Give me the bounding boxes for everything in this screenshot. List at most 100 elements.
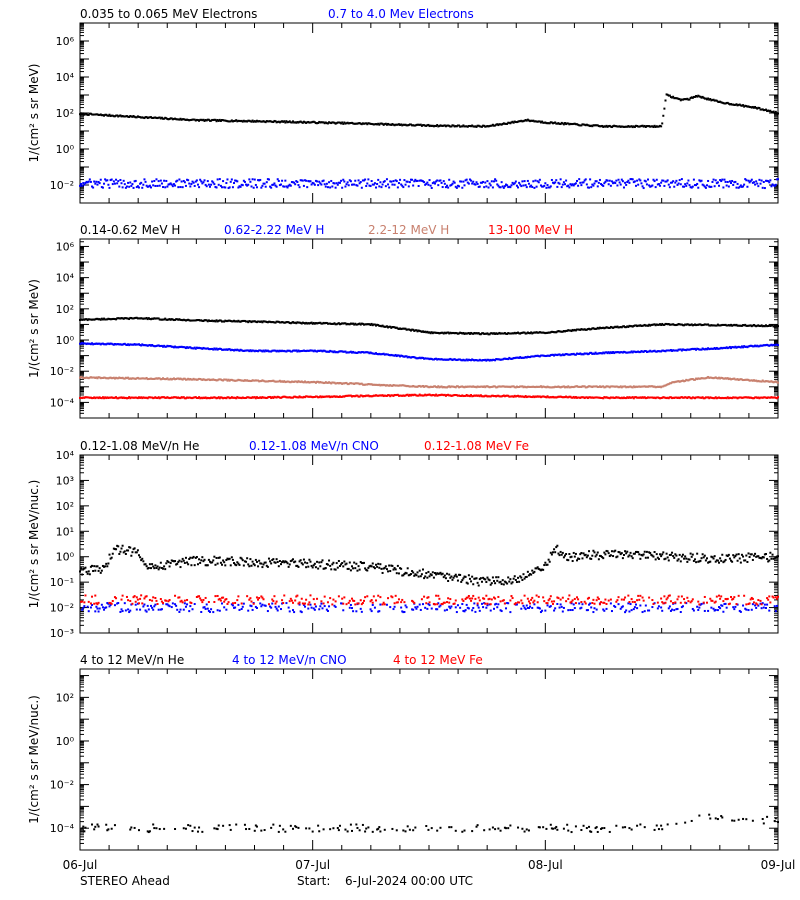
data-point: [80, 112, 83, 115]
data-point: [184, 397, 187, 400]
data-point: [732, 183, 735, 186]
data-point: [307, 565, 310, 568]
data-point: [579, 396, 582, 399]
data-point: [250, 185, 253, 188]
data-point: [448, 385, 451, 388]
data-point: [255, 396, 258, 399]
data-point: [594, 180, 597, 183]
data-point: [521, 395, 524, 398]
data-point: [164, 317, 167, 320]
data-point: [331, 563, 334, 566]
data-point: [343, 382, 346, 385]
data-point: [488, 395, 491, 398]
data-point: [140, 559, 143, 562]
data-point: [89, 180, 92, 183]
data-point: [467, 182, 470, 185]
data-point: [363, 179, 366, 182]
data-point: [388, 354, 391, 357]
data-point: [685, 349, 688, 352]
data-point: [192, 555, 195, 558]
data-point: [492, 124, 495, 127]
data-point: [376, 123, 379, 126]
data-point: [154, 345, 157, 348]
data-point: [439, 394, 442, 397]
data-point: [476, 581, 479, 584]
data-point: [226, 178, 229, 181]
data-point: [499, 123, 502, 126]
data-point: [746, 346, 749, 349]
data-point: [133, 343, 136, 346]
data-point: [325, 182, 328, 185]
data-point: [580, 328, 583, 331]
data-point: [286, 121, 289, 124]
data-point: [341, 186, 344, 189]
data-point: [153, 116, 156, 119]
data-point: [389, 395, 392, 398]
data-point: [101, 376, 104, 379]
data-point: [393, 354, 396, 357]
data-point: [456, 184, 459, 187]
data-point: [250, 321, 253, 324]
data-point: [363, 122, 366, 125]
data-point: [567, 329, 570, 332]
data-point: [654, 324, 657, 327]
data-point: [140, 377, 143, 380]
data-point: [686, 97, 689, 100]
data-point: [308, 395, 311, 398]
data-point: [736, 182, 739, 185]
data-point: [441, 572, 444, 575]
data-point: [527, 574, 530, 577]
data-point: [508, 356, 511, 359]
data-point: [695, 94, 698, 97]
data-point: [448, 124, 451, 127]
data-point: [650, 350, 653, 353]
data-point: [651, 323, 654, 326]
data-point: [665, 383, 668, 386]
data-point: [196, 397, 199, 400]
data-point: [714, 324, 717, 327]
data-point: [208, 348, 211, 351]
data-point: [124, 396, 127, 399]
data-point: [344, 394, 347, 397]
data-point: [178, 378, 181, 381]
data-point: [567, 396, 570, 399]
data-point: [276, 560, 279, 563]
data-point: [239, 396, 242, 399]
data-point: [615, 179, 618, 182]
data-point: [89, 396, 92, 399]
data-point: [415, 385, 418, 388]
data-point: [621, 351, 624, 354]
data-point: [310, 321, 313, 324]
data-point: [767, 325, 770, 328]
data-point: [700, 396, 703, 399]
data-point: [242, 179, 245, 182]
data-point: [302, 322, 305, 325]
data-point: [136, 397, 139, 400]
data-point: [629, 325, 632, 328]
data-point: [612, 385, 615, 388]
data-point: [527, 119, 530, 122]
data-point: [106, 179, 109, 182]
data-point: [124, 317, 127, 320]
data-point: [229, 320, 232, 323]
data-point: [626, 181, 629, 184]
data-point: [399, 384, 402, 387]
data-point: [751, 379, 754, 382]
data-point: [179, 186, 182, 189]
data-point: [176, 562, 179, 565]
data-point: [538, 385, 541, 388]
data-point: [199, 377, 202, 380]
data-point: [543, 331, 546, 334]
data-point: [286, 562, 289, 565]
data-point: [453, 393, 456, 396]
data-point: [650, 185, 653, 188]
data-point: [338, 181, 341, 184]
data-point: [207, 378, 210, 381]
data-point: [145, 184, 148, 187]
data-point: [408, 385, 411, 388]
data-point: [551, 395, 554, 398]
data-point: [420, 385, 423, 388]
data-point: [283, 120, 286, 123]
data-point: [387, 183, 390, 186]
data-point: [742, 346, 745, 349]
